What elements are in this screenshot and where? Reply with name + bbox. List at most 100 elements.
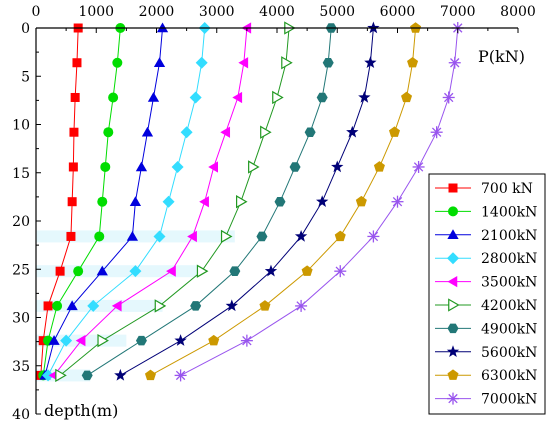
data-point — [180, 126, 193, 139]
x-tick-label: 7000 — [440, 4, 476, 20]
data-point — [367, 21, 380, 34]
data-point — [70, 92, 80, 102]
data-point — [316, 195, 329, 207]
data-point — [171, 160, 184, 173]
data-point — [43, 301, 53, 311]
legend-item: 5600kN — [435, 345, 537, 361]
data-point — [94, 231, 105, 242]
data-point — [208, 334, 220, 346]
data-point — [331, 160, 344, 173]
series-line — [86, 27, 332, 376]
legend-label: 6300kN — [481, 368, 537, 384]
axes: 0 1000 2000 3000 4000 5000 6000 7000 8000 0 5 10 15 2… — [12, 4, 536, 423]
data-point — [66, 300, 78, 311]
series-line — [42, 27, 121, 376]
data-point — [66, 231, 76, 241]
data-point — [301, 265, 313, 276]
data-point — [391, 195, 404, 208]
data-point — [97, 333, 109, 348]
data-point — [289, 162, 301, 172]
legend-item: 6300kN — [435, 368, 537, 384]
data-point — [294, 229, 308, 242]
data-point — [190, 301, 202, 311]
legend-label: 1400kN — [481, 204, 537, 220]
legend-marker — [448, 183, 458, 193]
series-line — [53, 27, 248, 376]
data-point — [156, 22, 169, 33]
data-point — [407, 56, 419, 68]
data-point — [412, 160, 425, 173]
legend-label: 2800kN — [481, 251, 537, 267]
data-point — [55, 266, 65, 276]
legend-label: 7000kN — [481, 392, 537, 408]
data-point — [264, 264, 278, 277]
y-tick-label: 25 — [12, 262, 30, 278]
data-point — [272, 90, 284, 105]
data-point — [199, 196, 209, 208]
data-point — [166, 265, 176, 277]
y-tick-label: 15 — [12, 166, 30, 182]
data-point — [126, 230, 139, 241]
data-point — [154, 299, 167, 313]
data-point — [208, 161, 218, 173]
data-point — [448, 56, 461, 69]
data-point — [135, 161, 148, 172]
data-point — [236, 195, 248, 209]
data-point — [141, 126, 154, 137]
legend-item: 4200kN — [435, 298, 537, 314]
data-point — [259, 300, 271, 311]
data-point — [100, 161, 111, 172]
data-point — [430, 126, 443, 139]
y-tick-label: 10 — [12, 118, 30, 134]
legend-label: 3500kN — [481, 275, 537, 291]
data-point — [358, 90, 371, 103]
legend-item: 2100kN — [435, 228, 537, 244]
data-point — [229, 266, 241, 276]
y-tick-label: 30 — [12, 311, 30, 327]
data-point — [240, 334, 253, 347]
data-point — [135, 335, 147, 346]
data-point — [174, 334, 187, 346]
data-point — [67, 197, 77, 207]
data-point — [260, 125, 272, 139]
data-point — [129, 265, 142, 278]
legend-marker — [447, 392, 459, 405]
data-point — [48, 335, 60, 345]
series-6 — [81, 23, 337, 381]
data-point — [401, 91, 413, 103]
data-point — [367, 230, 380, 243]
y-tick-label: 20 — [12, 214, 30, 230]
data-point — [153, 57, 166, 67]
x-tick-label: 4000 — [259, 4, 295, 20]
series-2 — [39, 22, 169, 380]
data-point — [81, 370, 93, 381]
data-point — [108, 92, 119, 103]
legend-marker — [447, 252, 459, 265]
legend-marker — [447, 323, 459, 334]
series-0 — [36, 23, 83, 380]
legend-label: 5600kN — [481, 345, 537, 361]
x-tick-label: 3000 — [199, 4, 235, 20]
data-point — [189, 91, 202, 104]
data-point — [334, 230, 346, 242]
data-point — [388, 126, 400, 137]
legend-marker — [446, 345, 460, 358]
y-tick-label: 35 — [12, 359, 30, 375]
series-3 — [42, 22, 211, 382]
data-point — [174, 369, 187, 382]
series-4 — [48, 22, 252, 382]
data-point — [281, 56, 293, 70]
data-point — [274, 196, 286, 207]
data-point — [373, 161, 385, 172]
legend-label: 4200kN — [481, 298, 537, 314]
data-point — [355, 195, 367, 207]
x-tick-label: 8000 — [500, 4, 536, 20]
series-7 — [114, 21, 380, 381]
series-1 — [38, 23, 126, 381]
data-point — [442, 91, 455, 104]
data-point — [42, 369, 55, 382]
data-point — [73, 266, 84, 277]
data-point — [248, 160, 260, 174]
data-point — [316, 92, 328, 103]
data-point — [162, 195, 175, 208]
